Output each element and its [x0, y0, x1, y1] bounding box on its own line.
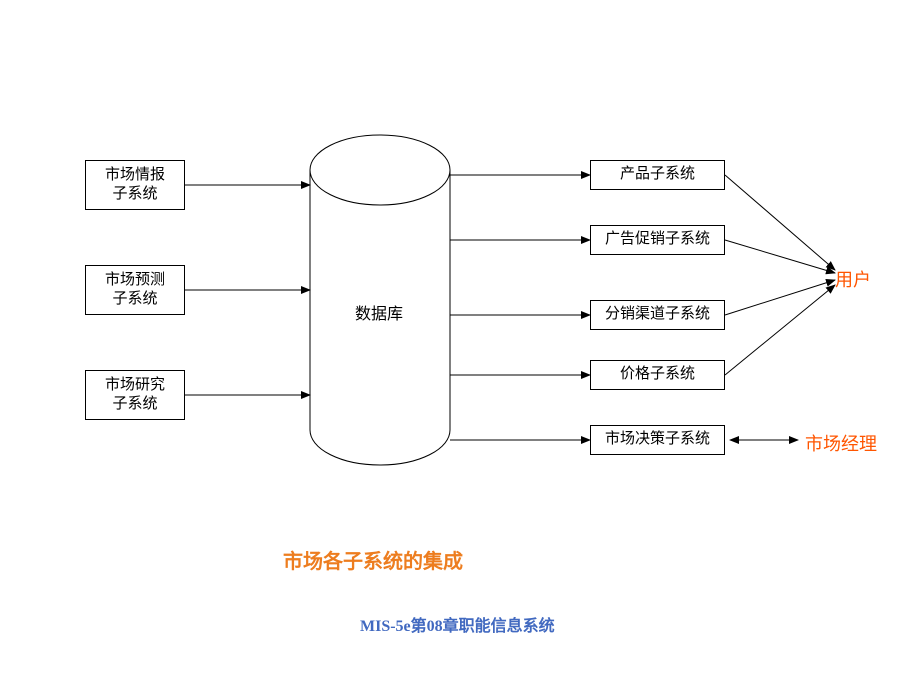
- box-product: 产品子系统: [590, 160, 725, 190]
- diagram-svg: [0, 0, 920, 690]
- box-label: 市场情报 子系统: [105, 166, 165, 205]
- box-market-forecast: 市场预测 子系统: [85, 265, 185, 315]
- arrows-right-to-user: [725, 175, 835, 375]
- arrows-left-to-db: [185, 185, 310, 395]
- user-label: 用户: [835, 266, 871, 292]
- manager-label: 市场经理: [805, 430, 877, 456]
- box-label: 市场预测 子系统: [105, 271, 165, 310]
- caption: 市场各子系统的集成: [283, 545, 463, 574]
- box-label: 产品子系统: [620, 165, 695, 185]
- database-label: 数据库: [355, 300, 403, 324]
- box-label: 价格子系统: [620, 365, 695, 385]
- arrows-db-to-right: [450, 175, 590, 440]
- box-market-intel: 市场情报 子系统: [85, 160, 185, 210]
- box-label: 广告促销子系统: [605, 230, 710, 250]
- box-decision: 市场决策子系统: [590, 425, 725, 455]
- box-price: 价格子系统: [590, 360, 725, 390]
- box-label: 分销渠道子系统: [605, 305, 710, 325]
- box-label: 市场决策子系统: [605, 430, 710, 450]
- footer: MIS-5e第08章职能信息系统: [360, 612, 555, 636]
- box-distribution: 分销渠道子系统: [590, 300, 725, 330]
- diagram-container: 数据库 市场情报 子系统 市场预测 子系统 市场研究 子系统 产品子系统 广告促…: [0, 0, 920, 690]
- box-market-research: 市场研究 子系统: [85, 370, 185, 420]
- box-ad-promo: 广告促销子系统: [590, 225, 725, 255]
- box-label: 市场研究 子系统: [105, 376, 165, 415]
